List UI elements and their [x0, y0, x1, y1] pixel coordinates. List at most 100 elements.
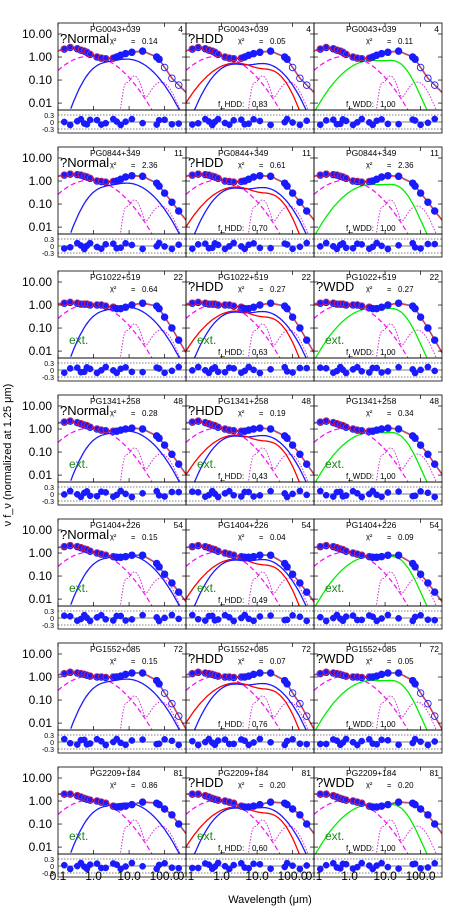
chi2-value: 0.27 [398, 285, 414, 294]
residual-point [289, 612, 296, 619]
chi2-symbol: χ² [238, 160, 245, 169]
chi2-symbol: χ² [110, 160, 117, 169]
model-point [342, 423, 350, 430]
fraction-label: f_WDD: [346, 844, 374, 853]
residual-point [139, 245, 146, 253]
ext-label: ext. [197, 333, 216, 347]
data-point [155, 55, 163, 63]
plot-area [186, 298, 314, 358]
y-tick-label: 0.10 [29, 197, 53, 211]
sed-row-PG2209+184: 10.00 1.00 0.10 0.01 0.30-0.3 PG2209+184 81 χ² =… [22, 766, 443, 878]
data-point [288, 441, 297, 449]
hdd-disk-curve [193, 682, 307, 730]
residual-point [353, 489, 361, 497]
residual-point [373, 239, 381, 247]
data-point [160, 63, 169, 72]
plot-area [314, 298, 442, 358]
object-number: 72 [430, 644, 440, 654]
object-name: PG0043+039 [346, 24, 397, 34]
residual-point [431, 367, 439, 375]
residual-point [267, 365, 274, 373]
sed-panel: PG2209+184 81 χ² = 0.20 ?HDD ext.f_HDD: 0.60 [185, 766, 315, 878]
residual-point [384, 368, 392, 375]
residual-point [342, 492, 350, 499]
data-point [266, 551, 275, 559]
data-point [168, 811, 176, 819]
residual-point [316, 121, 324, 129]
data-point [168, 450, 176, 459]
chi2-equals: = [259, 657, 264, 666]
stellar-curve [58, 179, 153, 234]
residual-point [256, 613, 264, 620]
residual-point [194, 615, 202, 623]
data-point [424, 198, 432, 206]
data-point [424, 74, 432, 82]
residual-tick-label: 0.3 [44, 485, 54, 492]
model-point [195, 790, 202, 797]
pah-curve [120, 695, 181, 730]
residual-point [316, 613, 324, 621]
residual-tick-label: 0 [50, 120, 54, 127]
data-point [155, 182, 163, 190]
residual-point [155, 861, 163, 869]
sed-panel: PG1341+258 48 χ² = 0.34 ext.f_WDD: 1.00 [313, 394, 443, 506]
residual-point [296, 487, 304, 495]
fraction-label: f_HDD: [218, 224, 244, 233]
residual-point [395, 120, 402, 128]
hdd-disk-curve [193, 310, 307, 358]
data-point [377, 303, 386, 311]
data-point [283, 563, 291, 571]
y-tick-label: 0.01 [29, 96, 53, 110]
model-point [342, 547, 350, 554]
data-point [256, 48, 264, 57]
residual-point [86, 239, 94, 247]
residual-point [329, 116, 337, 124]
fraction-value: 1.00 [380, 348, 396, 357]
residual-point [378, 493, 385, 501]
object-number: 72 [302, 644, 312, 654]
model-label: ?Normal [60, 527, 109, 542]
residual-point [417, 738, 424, 746]
data-point [256, 551, 264, 559]
residual-point [342, 860, 350, 868]
residual-point [128, 737, 136, 744]
residual-point [117, 121, 125, 129]
residual-point [358, 737, 366, 745]
y-tick-label: 0.01 [29, 468, 53, 482]
residual-point [256, 492, 264, 499]
chi2-value: 0.19 [270, 409, 286, 418]
data-point [288, 63, 297, 72]
residual-point [256, 369, 264, 377]
residual-point [225, 613, 233, 621]
model-point [323, 170, 330, 177]
chi2-equals: = [131, 781, 136, 790]
data-point [288, 189, 297, 197]
data-point [155, 800, 163, 809]
y-tick-label: 1.00 [29, 174, 53, 188]
data-point [266, 299, 275, 307]
residual-point [161, 614, 168, 622]
chi2-equals: = [131, 37, 136, 46]
residual-point [424, 741, 432, 749]
residual-point [225, 865, 233, 873]
model-point [230, 673, 237, 681]
residual-point [424, 119, 432, 127]
residual-point [329, 859, 337, 867]
residual-point [225, 487, 233, 495]
data-point [249, 670, 258, 679]
model-point [67, 43, 74, 51]
object-number: 11 [430, 148, 439, 158]
residual-point [289, 119, 296, 126]
residual-point [60, 612, 68, 620]
residual-point [86, 617, 94, 625]
model-point [358, 302, 365, 309]
residual-point [60, 861, 68, 869]
data-point [424, 811, 432, 819]
data-point [128, 551, 136, 559]
residual-point [175, 363, 183, 371]
residual-point [395, 865, 402, 872]
sed-panel: PG1552+085 72 χ² = 0.07 ?HDD f_HDD: 0.76 [185, 642, 315, 754]
model-point [102, 551, 109, 558]
model-point [230, 799, 237, 806]
residual-point [83, 121, 91, 128]
